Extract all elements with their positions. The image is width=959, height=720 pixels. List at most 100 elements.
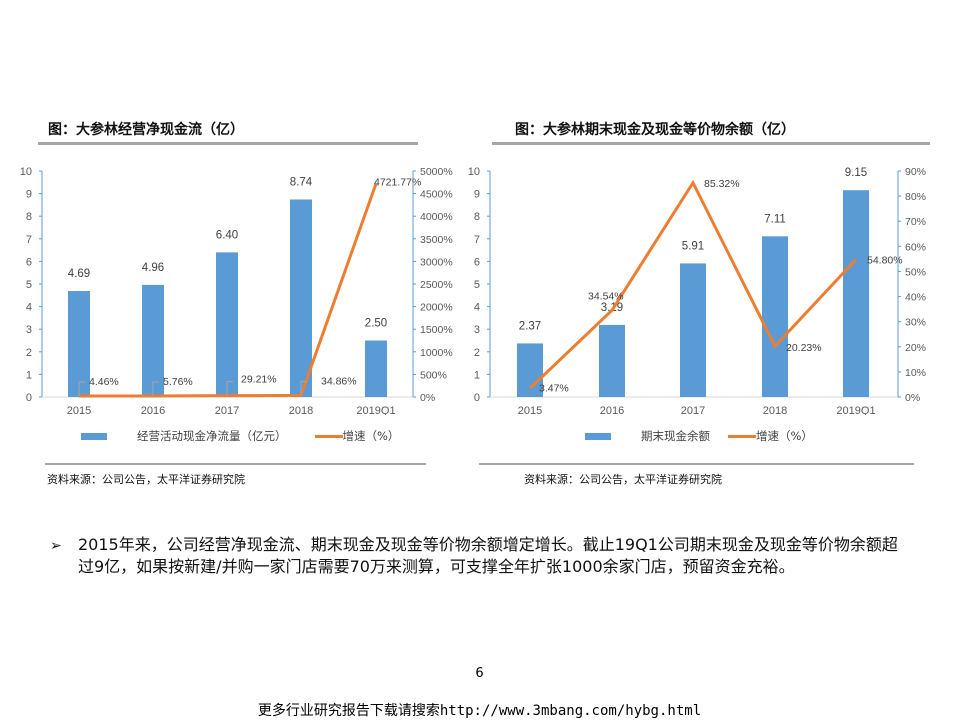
svg-text:2015: 2015: [67, 405, 91, 415]
svg-text:29.21%: 29.21%: [241, 374, 277, 386]
svg-text:8: 8: [474, 211, 480, 223]
legend-bar-swatch: [585, 432, 611, 440]
svg-text:6: 6: [474, 256, 480, 268]
right-source-note: 资料来源：公司公告，太平洋证券研究院: [524, 473, 722, 486]
svg-text:500%: 500%: [420, 369, 447, 381]
left-chart-title: 图：大参林经营净现金流（亿）: [48, 122, 244, 138]
svg-text:3: 3: [474, 324, 480, 336]
svg-text:0%: 0%: [905, 392, 920, 404]
legend-line-swatch: [314, 434, 343, 438]
svg-text:2: 2: [474, 347, 480, 359]
svg-text:0: 0: [26, 392, 32, 404]
svg-text:2017: 2017: [681, 405, 705, 415]
right-title-rule: [492, 142, 930, 145]
right-chart-left-axis-ticks: 0 1 2 3 4 5 6 7 8 9 10: [468, 166, 490, 404]
svg-text:85.32%: 85.32%: [704, 178, 740, 190]
svg-text:4.69: 4.69: [68, 268, 90, 280]
legend-line-label: 增速（%）: [756, 429, 813, 443]
left-chart-growth-line: 4.46% 5.76% 29.21% 34.86% 4721.77%: [78, 177, 421, 398]
svg-text:80%: 80%: [905, 191, 926, 203]
svg-text:1000%: 1000%: [420, 347, 453, 359]
svg-text:34.54%: 34.54%: [588, 290, 624, 302]
svg-text:60%: 60%: [905, 241, 926, 253]
svg-text:4: 4: [26, 302, 32, 314]
svg-text:40%: 40%: [905, 292, 926, 304]
svg-text:2: 2: [26, 347, 32, 359]
right-chart-bars: 2.373.195.917.119.15: [517, 167, 869, 397]
svg-text:5.76%: 5.76%: [163, 376, 193, 388]
svg-text:2019Q1: 2019Q1: [356, 405, 395, 415]
right-chart: 0 1 2 3 4 5 6 7 8 9 10 0% 10% 20% 30% 40% 50% 60% 70% 80% 9…: [468, 166, 926, 415]
left-chart-right-axis-ticks: 0% 500% 1000% 1500% 2000% 2500% 3000% 3500% 4000…: [413, 166, 453, 404]
svg-text:1500%: 1500%: [420, 324, 453, 336]
legend-line-swatch: [728, 434, 756, 438]
page-number: 6: [475, 666, 484, 681]
svg-text:2018: 2018: [289, 405, 313, 415]
right-source-rule: [479, 463, 914, 465]
left-chart-legend: 经营活动现金净流量（亿元） 增速（%）: [81, 428, 399, 444]
left-chart-left-axis-ticks: 0 1 2 3 4 5 6 7 8 9 10: [20, 166, 42, 404]
svg-text:4.46%: 4.46%: [89, 376, 119, 388]
svg-text:2015: 2015: [518, 405, 542, 415]
svg-text:1: 1: [26, 369, 32, 381]
svg-text:2000%: 2000%: [420, 302, 453, 314]
legend-bar-label: 经营活动现金净流量（亿元）: [137, 429, 287, 443]
arrow-bullet-icon: ➢: [50, 538, 62, 554]
svg-text:5000%: 5000%: [420, 166, 453, 178]
svg-text:0%: 0%: [420, 392, 435, 404]
left-title-rule: [38, 142, 418, 145]
svg-text:7: 7: [474, 234, 480, 246]
svg-text:9: 9: [26, 189, 32, 201]
svg-text:10: 10: [468, 166, 480, 178]
svg-text:8: 8: [26, 211, 32, 223]
right-chart-right-axis-ticks: 0% 10% 20% 30% 40% 50% 60% 70% 80% 90%: [898, 166, 926, 404]
svg-text:3: 3: [26, 324, 32, 336]
svg-text:6: 6: [26, 256, 32, 268]
footer-link-text[interactable]: 更多行业研究报告下载请搜索http://www.3mbang.com/hybg.…: [257, 703, 702, 719]
svg-text:2017: 2017: [215, 405, 239, 415]
svg-text:5: 5: [26, 279, 32, 291]
svg-text:2018: 2018: [763, 405, 787, 415]
svg-text:2016: 2016: [600, 405, 624, 415]
svg-text:70%: 70%: [905, 216, 926, 228]
svg-text:2.37: 2.37: [519, 320, 541, 332]
legend-bar-swatch: [81, 432, 107, 440]
svg-text:10%: 10%: [905, 367, 926, 379]
svg-text:20%: 20%: [905, 342, 926, 354]
svg-text:4721.77%: 4721.77%: [374, 177, 421, 189]
svg-text:5.91: 5.91: [682, 240, 704, 252]
left-chart-category-labels: 2015 2016 2017 2018 2019Q1: [67, 405, 396, 415]
summary-text: 2015年来，公司经营净现金流、期末现金及现金等价物余额增定增长。截止19Q1公…: [78, 535, 898, 576]
svg-text:34.86%: 34.86%: [321, 375, 357, 387]
svg-text:50%: 50%: [905, 266, 926, 278]
left-source-note: 资料来源：公司公告，太平洋证券研究院: [47, 473, 245, 486]
svg-text:4500%: 4500%: [420, 189, 453, 201]
svg-text:3500%: 3500%: [420, 234, 453, 246]
svg-text:8.74: 8.74: [290, 176, 313, 188]
svg-text:2019Q1: 2019Q1: [836, 405, 875, 415]
svg-text:7: 7: [26, 234, 32, 246]
svg-text:3.47%: 3.47%: [539, 382, 569, 394]
svg-text:7.11: 7.11: [764, 213, 786, 225]
svg-text:54.80%: 54.80%: [867, 254, 903, 266]
svg-text:6.40: 6.40: [216, 229, 238, 241]
svg-text:20.23%: 20.23%: [786, 342, 822, 354]
right-chart-growth-line: 3.47% 34.54% 85.32% 20.23% 54.80%: [528, 178, 903, 394]
svg-text:9: 9: [474, 189, 480, 201]
svg-text:2500%: 2500%: [420, 279, 453, 291]
svg-text:10: 10: [20, 166, 32, 178]
svg-text:1: 1: [474, 369, 480, 381]
legend-bar-label: 期末现金余额: [641, 429, 710, 443]
svg-text:4000%: 4000%: [420, 211, 453, 223]
svg-text:2016: 2016: [141, 405, 165, 415]
svg-text:4.96: 4.96: [142, 262, 164, 274]
svg-text:3000%: 3000%: [420, 256, 453, 268]
svg-text:90%: 90%: [905, 166, 926, 178]
svg-text:4: 4: [474, 302, 480, 314]
svg-text:5: 5: [474, 279, 480, 291]
left-chart: 0 1 2 3 4 5 6 7 8 9 10 0% 500% 1000% 1500% 2000% 2500% 3…: [20, 166, 453, 415]
svg-text:2.50: 2.50: [365, 318, 387, 330]
right-chart-category-labels: 2015 2016 2017 2018 2019Q1: [518, 405, 876, 415]
legend-line-label: 增速（%）: [342, 429, 400, 443]
svg-text:30%: 30%: [905, 317, 926, 329]
